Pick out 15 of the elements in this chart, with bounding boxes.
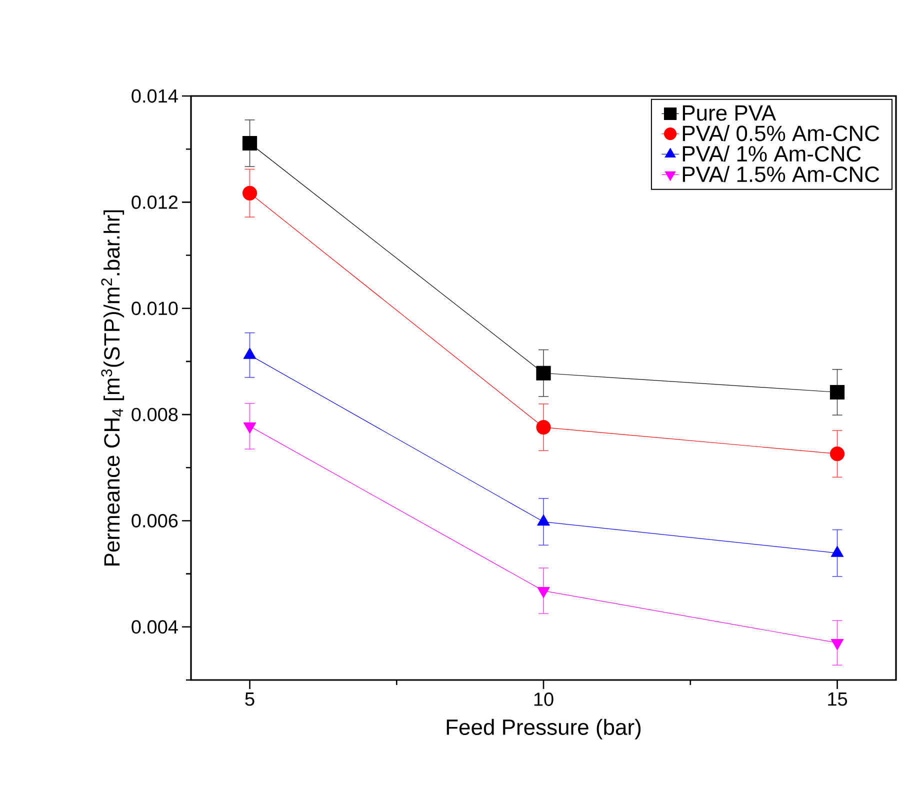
y-tick-label: 0.014: [132, 89, 178, 103]
y-tick-label: 0.006: [132, 514, 178, 528]
x-tick-label: 15: [828, 692, 848, 706]
y-tick-label: 0.012: [132, 195, 178, 209]
x-tick-label: 5: [245, 692, 254, 706]
y-tick-label: 0.004: [132, 620, 178, 634]
x-axis-title: Feed Pressure (bar): [446, 718, 641, 740]
y-axis-title: Permeance CH$_{4}$ [m$^{3}$(STP)/m$^{2}$.bar.hr]: [101, 210, 124, 566]
legend-label: Pure PVA: [682, 105, 776, 121]
legend-label: PVA/ 1.5% Am-CNC: [682, 166, 880, 182]
legend-label: PVA/ 1% Am-CNC: [682, 145, 861, 162]
y-tick-label: 0.010: [132, 302, 178, 316]
x-tick-label: 10: [534, 692, 554, 706]
y-tick-label: 0.008: [132, 408, 178, 422]
legend-label: PVA/ 0.5% Am-CNC: [682, 125, 880, 142]
